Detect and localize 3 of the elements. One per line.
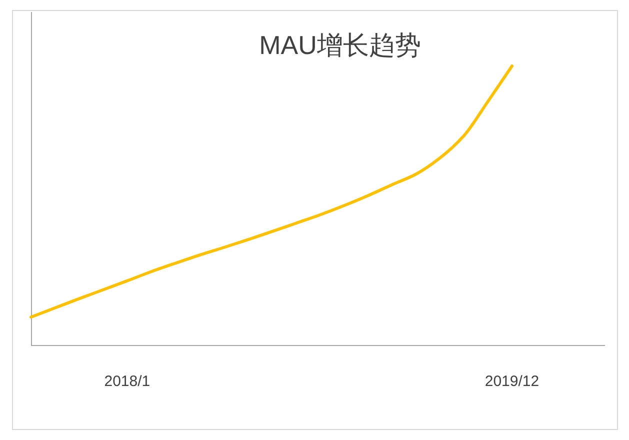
x-tick-label: 2018/1: [104, 373, 150, 390]
x-tick-label: 2019/12: [484, 373, 540, 390]
chart-title: MAU增长趋势: [259, 30, 421, 60]
